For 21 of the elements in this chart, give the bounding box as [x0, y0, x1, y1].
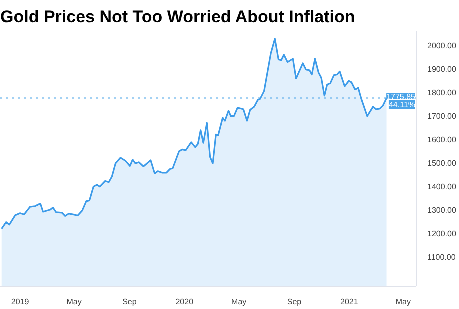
- y-tick-label: 1300.00: [428, 206, 457, 216]
- y-tick-label: 1400.00: [428, 182, 457, 192]
- y-tick-label: 1100.00: [428, 253, 456, 262]
- x-tick-label: 2020: [176, 298, 194, 306]
- x-tick-label: May: [66, 298, 82, 306]
- y-tick-label: 1500.00: [428, 159, 457, 168]
- y-tick-label: 1600.00: [428, 136, 457, 145]
- x-tick-label: May: [396, 298, 412, 306]
- y-tick-label: 2000.00: [428, 42, 457, 51]
- y-tick-label: 1900.00: [428, 65, 457, 74]
- x-tick-label: Sep: [287, 298, 302, 306]
- x-tick-label: 2021: [340, 298, 359, 306]
- y-tick-label: 1700.00: [428, 112, 457, 122]
- y-tick-label: 1200.00: [428, 230, 457, 239]
- x-tick-label: May: [232, 298, 247, 306]
- annotation: 44.11%: [388, 100, 416, 110]
- y-tick-label: 1800.00: [428, 88, 457, 98]
- x-tick-label: Sep: [122, 298, 138, 306]
- ref-line-label: 1775.85: [386, 92, 416, 102]
- chart-title: Gold Prices Not Too Worried About Inflation: [0, 8, 356, 26]
- x-tick-label: 2019: [11, 298, 30, 306]
